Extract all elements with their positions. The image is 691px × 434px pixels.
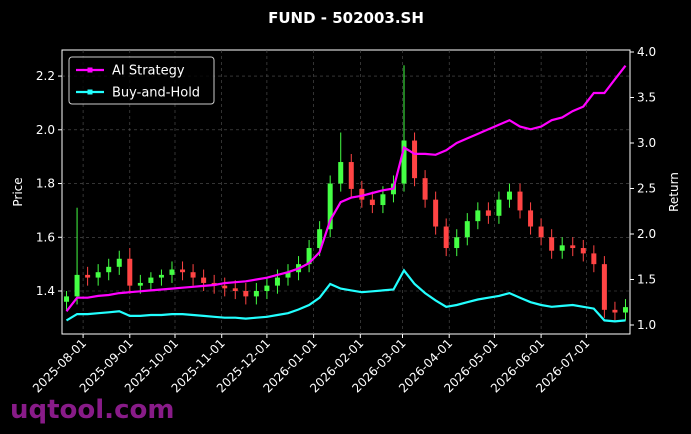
legend-box (68, 56, 215, 105)
candle-body (253, 291, 259, 297)
candle-body (190, 272, 196, 278)
y2-tick-label: 1.5 (637, 272, 656, 286)
candle-body (401, 140, 407, 184)
y-tick-label: 1.8 (36, 177, 55, 191)
y2-tick-label: 1.0 (637, 318, 656, 332)
candle-body (85, 274, 91, 278)
candle-body (475, 210, 481, 222)
candle-body (348, 162, 354, 189)
watermark: uqtool.com (10, 395, 174, 425)
candle-body (264, 285, 270, 292)
candle-body (549, 237, 555, 251)
candle-body (137, 282, 143, 286)
candle-body (422, 178, 428, 200)
candle-body (306, 248, 312, 265)
chart-title: FUND - 502003.SH (268, 9, 424, 27)
candle-body (285, 272, 291, 278)
candle-body (496, 199, 502, 216)
candle-body (412, 140, 418, 179)
candle-body (327, 183, 333, 230)
candle-body (433, 199, 439, 227)
y-axis-label: Price (11, 177, 25, 206)
candle-body (485, 210, 491, 216)
candle-body (169, 269, 175, 275)
return-line (65, 65, 627, 312)
candle-body (443, 226, 449, 249)
candle-body (222, 285, 228, 289)
y-tick-label: 1.6 (36, 230, 55, 244)
y2-tick-label: 3.5 (637, 91, 656, 105)
legend: AI Strategy Buy-and-Hold (68, 56, 215, 105)
candle-body (538, 226, 544, 238)
candle-body (243, 291, 249, 297)
candle-body (64, 296, 70, 302)
candle-body (127, 258, 133, 286)
y-tick-label: 2.2 (36, 69, 55, 83)
legend-label: AI Strategy (112, 64, 185, 79)
candle-body (454, 237, 460, 249)
candle-body (506, 191, 512, 200)
y2-tick-label: 4.0 (637, 45, 656, 59)
candle-body (559, 245, 565, 251)
candle-body (338, 162, 344, 184)
return-line (65, 268, 626, 323)
candle-body (580, 248, 586, 254)
y2-tick-label: 3.0 (637, 136, 656, 150)
candle-body (612, 309, 618, 313)
candle-body (359, 188, 365, 200)
candle-body (570, 245, 576, 249)
candle-body (74, 274, 80, 297)
candle-body (317, 229, 323, 249)
candle-body (274, 277, 280, 286)
legend-label: Buy-and-Hold (112, 86, 200, 101)
candle-body (201, 277, 207, 283)
candle-body (517, 191, 523, 211)
y-tick-label: 1.4 (36, 284, 55, 298)
candle-body (591, 253, 597, 265)
candle-body (158, 274, 164, 278)
y-tick-label: 2.0 (36, 123, 55, 137)
legend-marker (87, 67, 93, 73)
y2-axis-label: Return (667, 172, 681, 212)
candle-body (106, 266, 112, 273)
candle-body (601, 264, 607, 310)
candle-body (369, 199, 375, 206)
y2-tick-label: 2.5 (637, 181, 656, 195)
candle-body (148, 277, 154, 283)
candle-body (380, 194, 386, 206)
candle-body (95, 272, 101, 278)
candle-body (622, 307, 628, 313)
legend-marker (87, 89, 93, 95)
candle-body (180, 269, 186, 273)
y2-tick-label: 2.0 (637, 227, 656, 241)
candle-body (232, 288, 238, 292)
candle-body (464, 221, 470, 238)
candle-body (116, 258, 122, 267)
candle-body (528, 210, 534, 227)
